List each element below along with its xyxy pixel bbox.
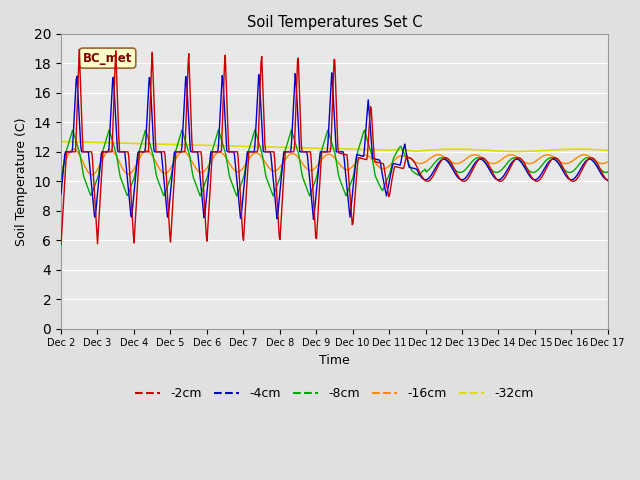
Text: BC_met: BC_met — [83, 52, 132, 65]
-32cm — [67, 139, 75, 144]
-4cm — [208, 149, 216, 155]
-8cm — [67, 133, 75, 139]
-8cm — [124, 192, 131, 198]
-4cm — [310, 216, 317, 222]
Line: -16cm: -16cm — [61, 149, 608, 175]
-2cm — [402, 157, 410, 163]
-4cm — [57, 191, 65, 197]
Title: Soil Temperatures Set C: Soil Temperatures Set C — [246, 15, 422, 30]
-4cm — [179, 130, 186, 136]
-4cm — [403, 150, 410, 156]
Line: -4cm: -4cm — [61, 73, 608, 219]
-32cm — [124, 140, 131, 146]
-2cm — [76, 47, 83, 52]
-16cm — [125, 171, 132, 177]
-16cm — [419, 160, 426, 166]
-8cm — [57, 176, 65, 181]
-32cm — [513, 149, 520, 155]
-16cm — [209, 155, 217, 160]
-4cm — [124, 174, 131, 180]
-8cm — [403, 155, 410, 161]
-16cm — [180, 149, 188, 155]
Line: -8cm: -8cm — [61, 130, 608, 196]
-2cm — [418, 173, 426, 179]
-16cm — [57, 167, 65, 173]
Line: -32cm: -32cm — [61, 142, 608, 152]
-32cm — [208, 143, 216, 148]
-16cm — [67, 148, 75, 154]
-16cm — [403, 155, 410, 160]
-32cm — [57, 139, 65, 144]
-8cm — [208, 150, 216, 156]
-32cm — [179, 142, 186, 147]
-4cm — [604, 177, 612, 183]
-8cm — [604, 169, 612, 175]
-32cm — [604, 147, 612, 153]
-8cm — [269, 193, 277, 199]
-4cm — [67, 149, 75, 155]
-16cm — [604, 159, 612, 165]
-2cm — [209, 149, 216, 155]
Line: -2cm: -2cm — [61, 49, 608, 245]
-4cm — [328, 70, 335, 76]
-8cm — [179, 129, 186, 135]
-8cm — [419, 169, 426, 175]
-32cm — [417, 148, 424, 154]
-2cm — [67, 149, 75, 155]
-16cm — [70, 146, 78, 152]
-2cm — [604, 178, 612, 183]
-4cm — [419, 175, 426, 181]
-2cm — [57, 242, 65, 248]
-32cm — [401, 147, 408, 153]
-2cm — [124, 149, 132, 155]
Legend: -2cm, -4cm, -8cm, -16cm, -32cm: -2cm, -4cm, -8cm, -16cm, -32cm — [130, 382, 539, 405]
X-axis label: Time: Time — [319, 354, 350, 367]
-16cm — [88, 172, 96, 178]
-8cm — [251, 127, 259, 132]
Y-axis label: Soil Temperature (C): Soil Temperature (C) — [15, 117, 28, 246]
-2cm — [180, 149, 188, 155]
